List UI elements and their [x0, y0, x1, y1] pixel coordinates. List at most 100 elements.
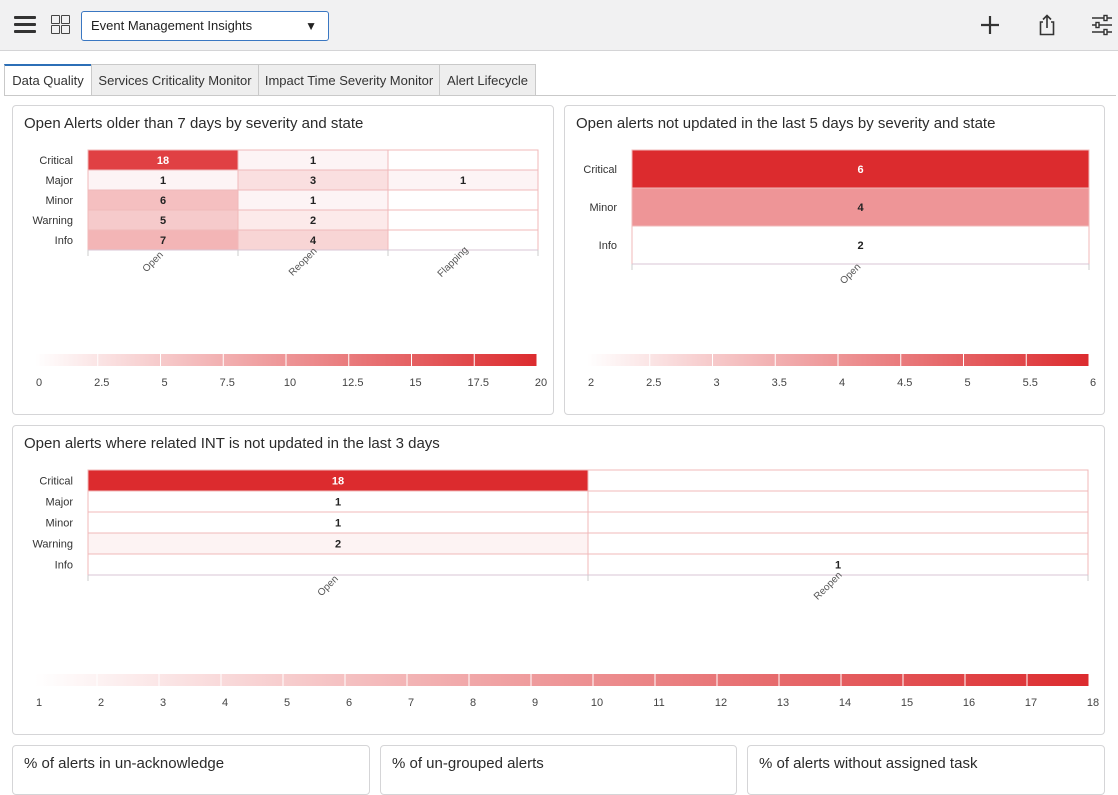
row-label: Minor: [589, 202, 617, 214]
scale-tick-label: 5: [161, 377, 167, 389]
scale-tick-label: 3.5: [772, 377, 787, 389]
tab-impact-time-severity-monitor[interactable]: Impact Time Severity Monitor: [258, 64, 440, 95]
heatmap-cell: [387, 209, 539, 231]
scale-tick-label: 17: [1025, 697, 1037, 709]
scale-tick-label: 5: [964, 377, 970, 389]
scale-tick-label: 10: [591, 697, 603, 709]
heatmap-older-7-days: Critical 18 1 Major 1 3 1 Minor 6 1 Warning 5 2 Info 7…: [32, 149, 547, 389]
row-label: Warning: [32, 215, 73, 227]
dashboard-selector-value: Event Management Insights: [91, 18, 253, 33]
scale-tick-label: 12: [715, 697, 727, 709]
cell-value-label: 6: [160, 195, 166, 207]
cell-value-label: 6: [857, 164, 863, 176]
scale-tick-label: 3: [713, 377, 719, 389]
widget-title: % of alerts without assigned task: [759, 755, 978, 772]
column-label: Open: [141, 250, 166, 275]
row-label: Info: [599, 240, 617, 252]
row-label: Minor: [45, 518, 73, 530]
row-label: Critical: [39, 155, 73, 167]
row-label: Critical: [583, 164, 617, 176]
widget-open-alerts-older-7-days: Open Alerts older than 7 days by severit…: [12, 105, 554, 415]
scale-tick-label: 5: [284, 697, 290, 709]
dashboard-grid-icon[interactable]: [51, 15, 71, 35]
scale-tick-label: 9: [532, 697, 538, 709]
cell-value-label: 7: [160, 235, 166, 247]
cell-value-label: 18: [332, 476, 344, 488]
heatmap-cell: [587, 490, 1089, 513]
scale-tick-label: 16: [963, 697, 975, 709]
row-label: Major: [45, 175, 73, 187]
widget-title: % of alerts in un-acknowledge: [24, 755, 225, 772]
scale-tick-label: 0: [36, 377, 42, 389]
scale-tick-label: 1: [36, 697, 42, 709]
row-label: Info: [55, 560, 73, 572]
scale-tick-label: 4: [839, 377, 845, 389]
widget-title: Open alerts not updated in the last 5 da…: [576, 115, 996, 132]
filter-settings-icon[interactable]: [1089, 12, 1115, 38]
cell-value-label: 1: [310, 195, 316, 207]
heatmap-not-updated-5-days: Critical 6 Minor 4 Info 2 Open 2 2.5 3 3.5 4 4.5 5 5.5…: [583, 149, 1096, 389]
cell-value-label: 1: [460, 175, 466, 187]
row-label: Info: [55, 235, 73, 247]
scale-tick-label: 4: [222, 697, 228, 709]
heatmap-cell: [387, 149, 539, 171]
row-label: Warning: [32, 539, 73, 551]
dashboard-selector[interactable]: Event Management Insights ▼: [81, 11, 329, 41]
top-toolbar: Event Management Insights ▼: [0, 0, 1118, 51]
widget-no-task-percent: % of alerts without assigned task: [747, 745, 1105, 795]
scale-tick-label: 11: [653, 697, 664, 709]
heatmap-cell: [587, 469, 1089, 492]
heatmap-cell: [631, 149, 1090, 189]
scale-tick-label: 12.5: [342, 377, 363, 389]
cell-value-label: 1: [160, 175, 166, 187]
cell-value-label: 18: [157, 155, 169, 167]
heatmap-cell: [631, 225, 1090, 265]
tab-services-criticality-monitor[interactable]: Services Criticality Monitor: [91, 64, 259, 95]
cell-value-label: 5: [160, 215, 166, 227]
cell-value-label: 2: [857, 240, 863, 252]
widget-title: Open Alerts older than 7 days by severit…: [24, 115, 364, 132]
column-label: Reopen: [287, 246, 320, 279]
add-widget-icon[interactable]: [977, 12, 1003, 38]
cell-value-label: 1: [335, 518, 341, 530]
scale-tick-label: 15: [901, 697, 913, 709]
scale-tick-label: 15: [409, 377, 421, 389]
heatmap-cell: [587, 532, 1089, 555]
widget-open-alerts-int-not-updated: Open alerts where related INT is not upd…: [12, 425, 1105, 735]
widget-title: % of un-grouped alerts: [392, 755, 544, 772]
cell-value-label: 3: [310, 175, 316, 187]
tab-alert-lifecycle[interactable]: Alert Lifecycle: [439, 64, 536, 95]
heatmap-cell: [87, 553, 589, 576]
row-label: Critical: [39, 476, 73, 488]
cell-value-label: 2: [310, 215, 316, 227]
scale-tick-label: 2.5: [646, 377, 661, 389]
scale-tick-label: 14: [839, 697, 851, 709]
scale-tick-label: 18: [1087, 697, 1099, 709]
column-label: Open: [316, 574, 341, 599]
scale-tick-label: 17.5: [468, 377, 489, 389]
cell-value-label: 4: [857, 202, 864, 214]
hamburger-menu-icon[interactable]: [14, 15, 38, 35]
share-icon[interactable]: [1034, 12, 1060, 38]
scale-tick-label: 7.5: [220, 377, 235, 389]
scale-tick-label: 6: [1090, 377, 1096, 389]
cell-value-label: 1: [335, 497, 341, 509]
cell-value-label: 4: [310, 235, 317, 247]
scale-tick-label: 2: [98, 697, 104, 709]
scale-tick-label: 4.5: [897, 377, 912, 389]
scale-tick-label: 10: [284, 377, 296, 389]
color-scale-bar: [35, 674, 1089, 686]
scale-tick-label: 2: [588, 377, 594, 389]
row-label: Minor: [45, 195, 73, 207]
tab-data-quality[interactable]: Data Quality: [4, 64, 92, 96]
widget-open-alerts-not-updated-5-days: Open alerts not updated in the last 5 da…: [564, 105, 1105, 415]
cell-value-label: 2: [335, 539, 341, 551]
heatmap-cell: [631, 187, 1090, 227]
column-label: Open: [838, 262, 863, 287]
row-label: Major: [45, 497, 73, 509]
widget-unacknowledged-percent: % of alerts in un-acknowledge: [12, 745, 370, 795]
scale-tick-label: 20: [535, 377, 547, 389]
cell-value-label: 1: [310, 155, 316, 167]
scale-tick-label: 6: [346, 697, 352, 709]
